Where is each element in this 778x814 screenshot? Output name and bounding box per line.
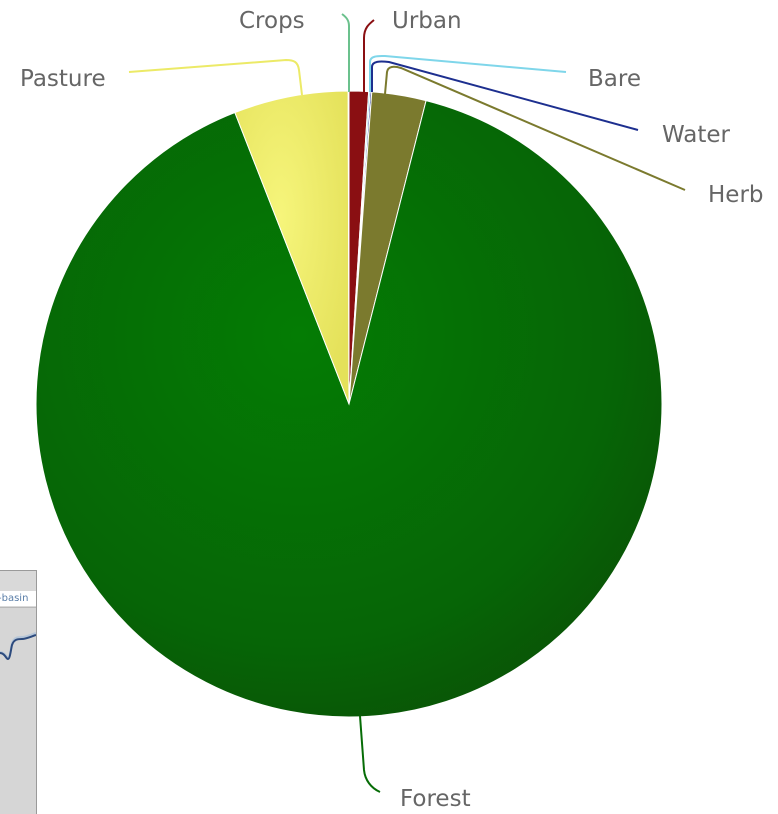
connector-pasture	[128, 58, 303, 96]
connector-water	[371, 60, 639, 131]
inset-basin-label: -basin	[0, 591, 36, 606]
connector-herb	[384, 65, 686, 191]
connector-forest	[359, 715, 381, 793]
pie-labels: Urban Bare Water Herb Forest Pasture Crops	[20, 8, 764, 812]
inset-line-graphic	[0, 632, 36, 661]
pie-slice-forest	[35, 100, 663, 718]
slice-label-forest: Forest	[400, 786, 471, 812]
inset-panel-body	[0, 607, 36, 814]
slice-label-water: Water	[662, 122, 731, 148]
slice-label-crops: Crops	[239, 8, 305, 34]
connector-urban	[363, 19, 375, 92]
background-inset-panel: -basin	[0, 570, 37, 814]
slice-label-pasture: Pasture	[20, 66, 106, 92]
slice-label-herb: Herb	[708, 182, 764, 208]
connector-bare	[369, 54, 567, 92]
slice-label-urban: Urban	[392, 8, 462, 34]
connector-crops	[341, 13, 350, 92]
slice-label-bare: Bare	[588, 66, 641, 92]
pie-slices	[35, 90, 663, 718]
